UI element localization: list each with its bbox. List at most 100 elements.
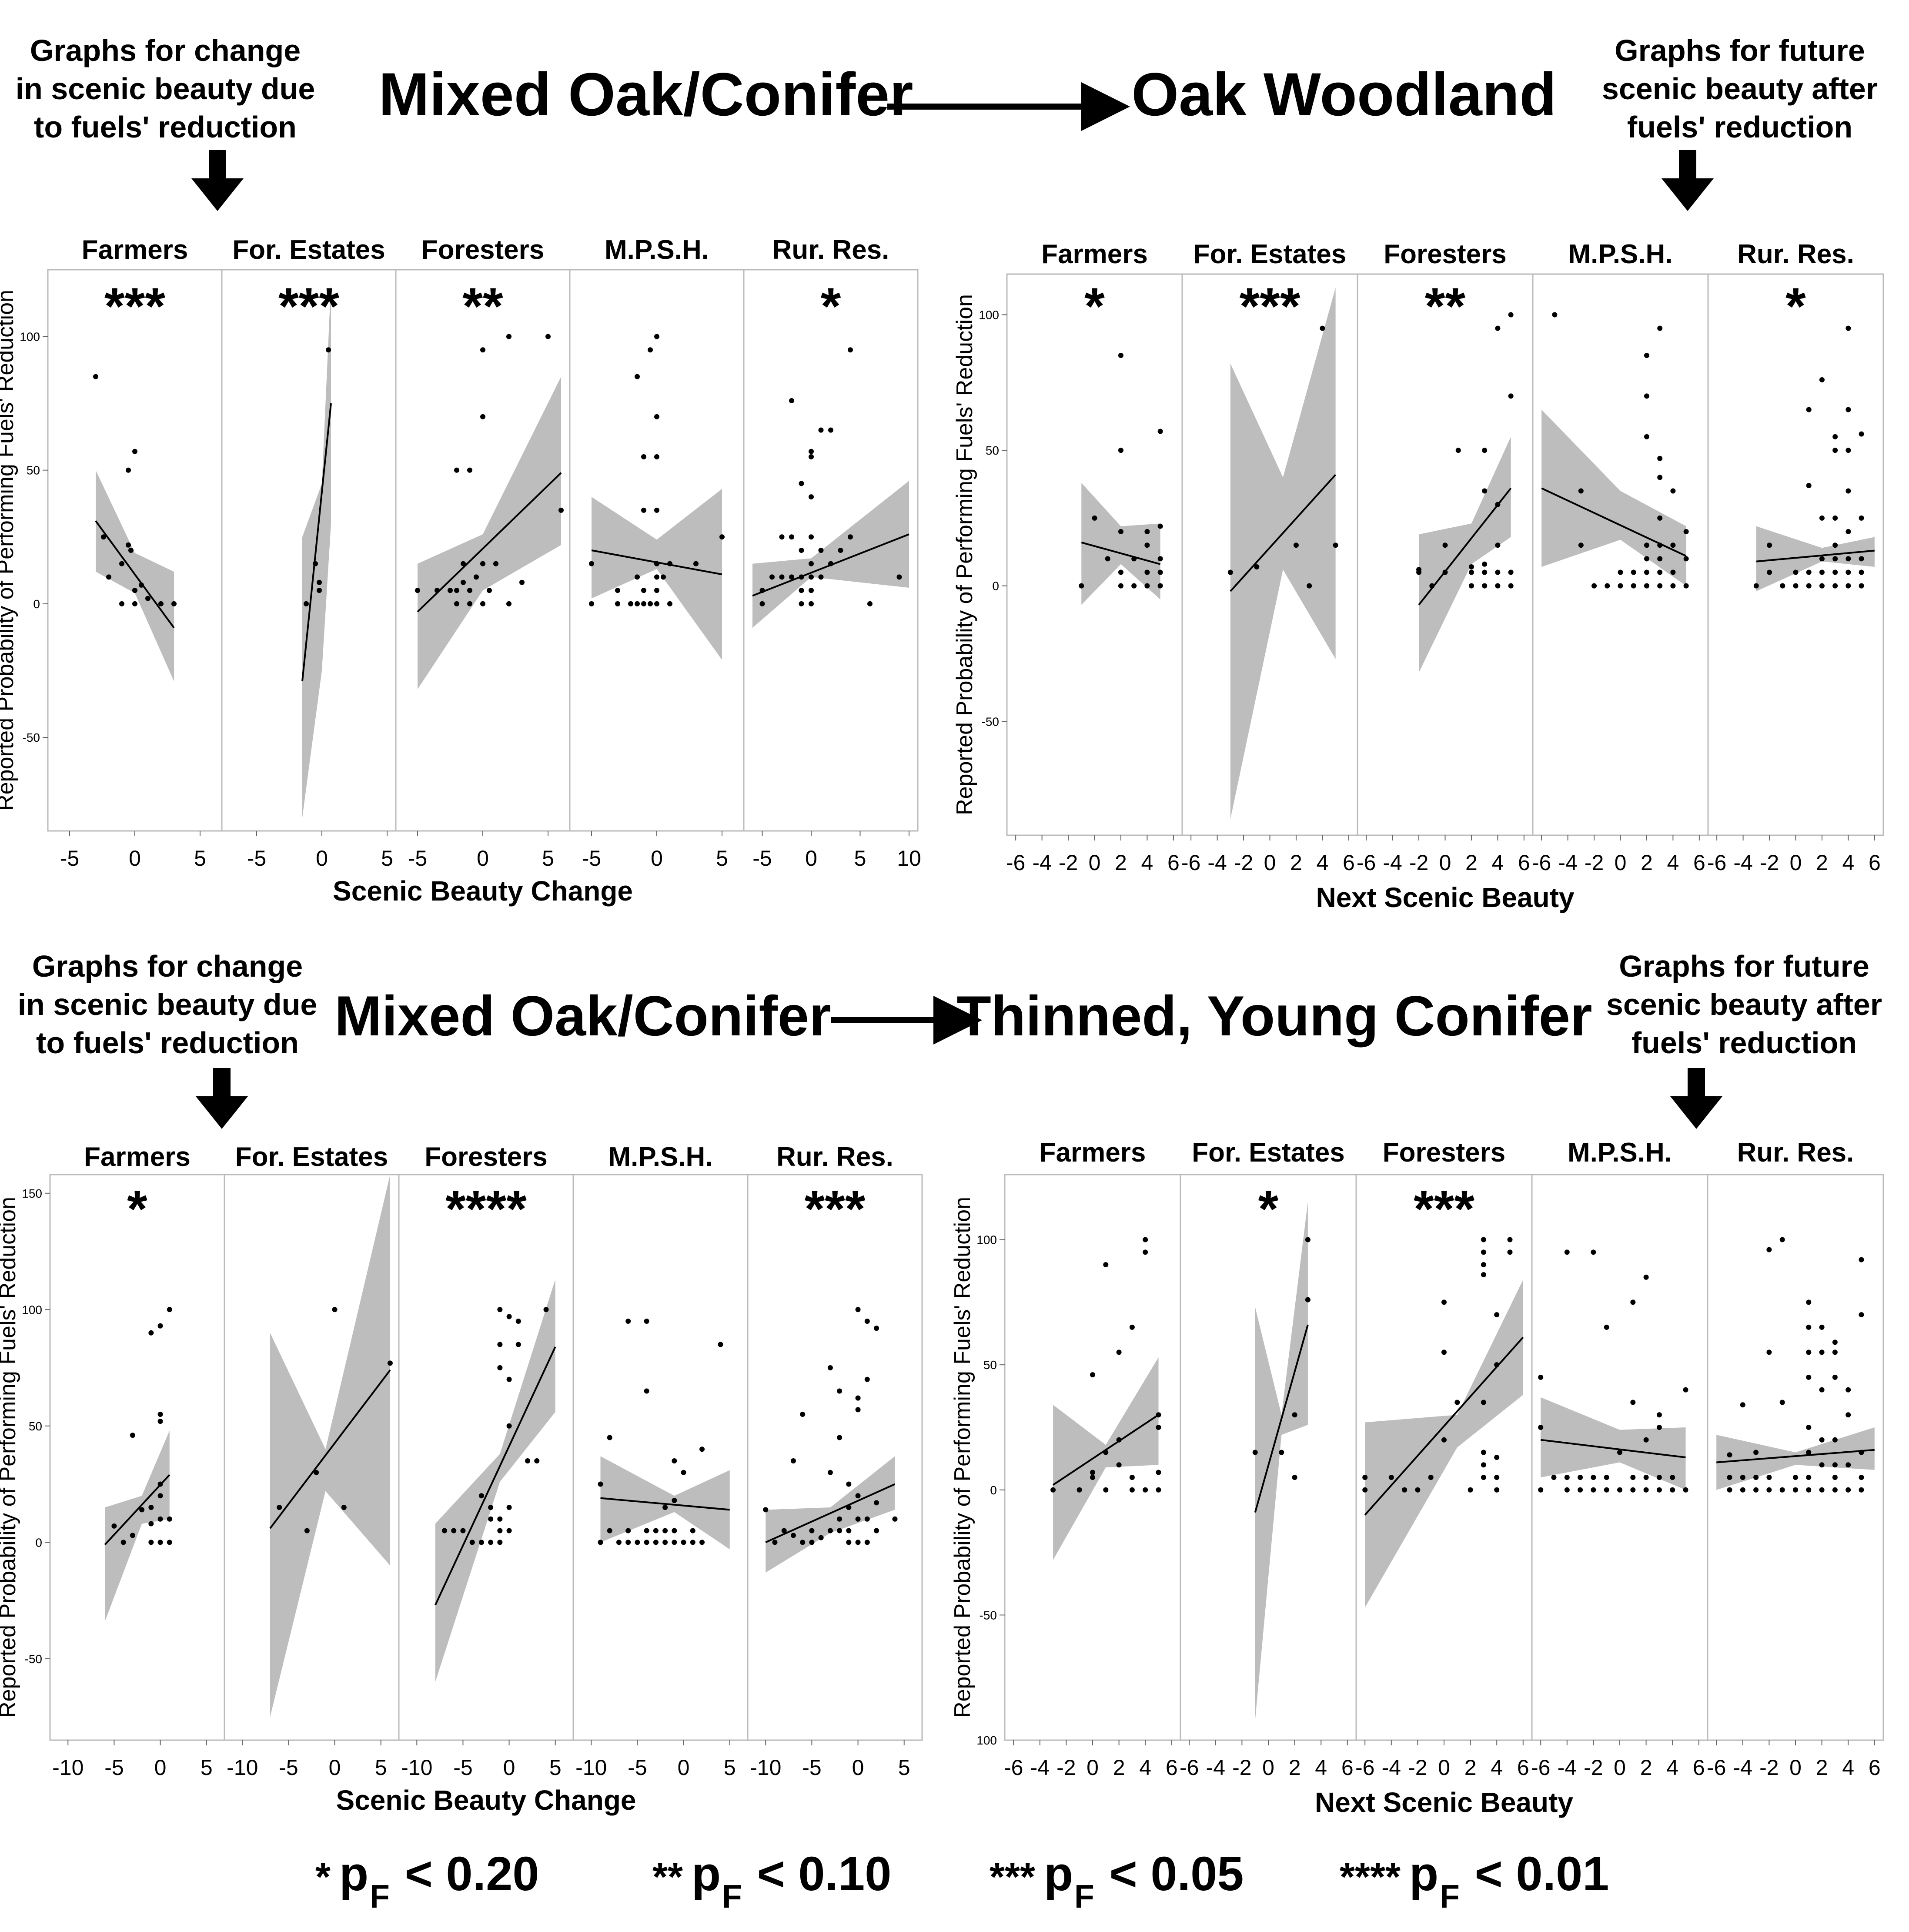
panel-for-estates: For. Estates *** -5 0 5: [221, 235, 393, 871]
data-point: [759, 601, 765, 606]
data-point: [855, 1307, 861, 1313]
data-point: [1832, 515, 1838, 521]
regression-line: [417, 472, 562, 613]
data-point: [1495, 325, 1501, 331]
confidence-band: [1419, 436, 1511, 673]
data-point: [1578, 542, 1584, 548]
data-point: [1144, 529, 1150, 535]
significance-legend: * p F < 0.20 ** p F < 0.10 *** p F < 0.0…: [315, 1847, 1609, 1915]
x-tick-label: 6: [1693, 1755, 1705, 1780]
legend-sub: F: [722, 1878, 742, 1915]
confidence-band: [1255, 1202, 1308, 1720]
data-point: [864, 1319, 870, 1324]
x-tick-label: 0: [852, 1755, 864, 1780]
data-point: [855, 1516, 861, 1522]
data-point: [654, 588, 659, 593]
data-point: [467, 467, 472, 473]
data-point: [317, 579, 322, 585]
data-point: [1538, 1374, 1544, 1380]
section-1-left-down-arrow: [191, 150, 244, 211]
x-tick-label: 0: [651, 846, 663, 871]
data-point: [809, 449, 814, 454]
x-tick-label: 4: [1141, 850, 1153, 875]
significance-stars: *: [127, 1180, 147, 1238]
panel-title: Farmers: [82, 235, 188, 265]
data-point: [1254, 564, 1260, 570]
data-point: [800, 1412, 806, 1417]
x-tick-label: -5: [279, 1755, 298, 1780]
significance-stars: ***: [104, 277, 165, 335]
data-point: [493, 561, 498, 566]
data-point: [589, 561, 594, 566]
data-point: [1507, 1237, 1513, 1242]
data-point: [1670, 569, 1676, 575]
data-point: [867, 601, 873, 606]
section-2-header: Graphs for change in scenic beauty due to …: [18, 949, 1882, 1129]
confidence-band: [435, 1279, 555, 1682]
data-point: [827, 1528, 833, 1534]
data-point: [1779, 1487, 1785, 1493]
data-point: [763, 1507, 769, 1513]
regression-line: [1716, 1449, 1875, 1463]
data-point: [1442, 569, 1448, 575]
data-point: [648, 601, 653, 606]
data-point: [1482, 488, 1488, 494]
x-tick-label: 0: [129, 846, 141, 871]
data-point: [644, 1540, 649, 1545]
x-tick-label: -2: [1759, 1755, 1779, 1780]
data-point: [855, 1540, 861, 1545]
data-point: [1832, 583, 1838, 589]
data-point: [1429, 583, 1435, 589]
section-1-title-from: Mixed Oak/Conifer: [378, 60, 913, 128]
data-point: [130, 1533, 135, 1538]
regression-line: [269, 1369, 391, 1529]
data-point: [719, 534, 725, 540]
y-tick-label: 0: [992, 579, 999, 593]
data-point: [1103, 1450, 1109, 1455]
panel-m-p-s-h-: M.P.S.H. -10 -5 0 5: [572, 1142, 736, 1780]
data-point: [598, 1540, 603, 1545]
data-point: [128, 548, 134, 553]
data-point: [1753, 1450, 1759, 1455]
data-point: [451, 1528, 457, 1534]
data-point: [1832, 448, 1838, 453]
data-point: [119, 561, 124, 566]
x-tick-label: 2: [1289, 1755, 1301, 1780]
data-point: [1819, 569, 1825, 575]
data-point: [130, 1433, 135, 1438]
panel-title: For. Estates: [1194, 239, 1346, 269]
data-point: [1630, 1475, 1636, 1480]
y-tick-label: 0: [35, 1536, 42, 1549]
data-point: [534, 1458, 540, 1464]
data-point: [1482, 583, 1488, 589]
data-point: [1793, 583, 1799, 589]
data-point: [1806, 1450, 1812, 1455]
panel-title: Foresters: [421, 235, 545, 265]
x-tick-label: 2: [1464, 1755, 1477, 1780]
data-point: [558, 507, 564, 513]
x-tick-label: -4: [1382, 1755, 1401, 1780]
y-tick-label: -50: [23, 731, 40, 744]
x-tick-label: 2: [1113, 1755, 1125, 1780]
data-point: [1670, 583, 1676, 589]
data-point: [644, 1319, 649, 1324]
data-point: [1630, 1400, 1636, 1405]
data-point: [1806, 1487, 1812, 1493]
data-point: [1766, 1487, 1772, 1493]
data-point: [1643, 1274, 1649, 1280]
data-point: [506, 334, 512, 339]
data-point: [145, 596, 150, 601]
regression-line: [95, 520, 175, 629]
data-point: [607, 1435, 612, 1440]
panel-title: For. Estates: [232, 235, 385, 265]
x-tick-label: 6: [1869, 1755, 1881, 1780]
data-point: [1118, 448, 1123, 453]
data-point: [1644, 352, 1649, 358]
x-tick-label: 4: [1139, 1755, 1151, 1780]
data-point: [837, 1528, 843, 1534]
data-point: [1845, 488, 1851, 494]
data-point: [1683, 1387, 1688, 1393]
data-point: [1670, 1487, 1675, 1493]
data-point: [772, 1540, 778, 1545]
y-axis-label: Reported Probability of Performing Fuels…: [0, 290, 18, 811]
